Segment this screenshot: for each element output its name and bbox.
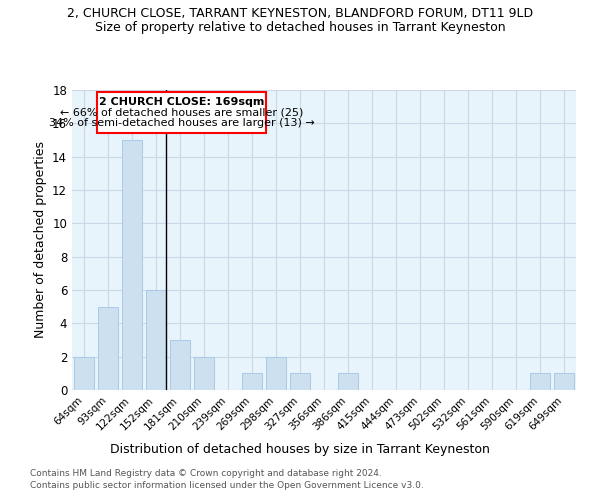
Bar (122, 140, 142, 390)
FancyBboxPatch shape (97, 92, 266, 132)
Bar (266, 356, 286, 390)
Text: Size of property relative to detached houses in Tarrant Keyneston: Size of property relative to detached ho… (95, 21, 505, 34)
Text: Contains public sector information licensed under the Open Government Licence v3: Contains public sector information licen… (30, 481, 424, 490)
Bar (554, 374, 574, 390)
Bar (338, 374, 358, 390)
Text: 2, CHURCH CLOSE, TARRANT KEYNESTON, BLANDFORD FORUM, DT11 9LD: 2, CHURCH CLOSE, TARRANT KEYNESTON, BLAN… (67, 8, 533, 20)
Bar (194, 356, 214, 390)
Text: Distribution of detached houses by size in Tarrant Keyneston: Distribution of detached houses by size … (110, 442, 490, 456)
Text: 34% of semi-detached houses are larger (13) →: 34% of semi-detached houses are larger (… (49, 118, 314, 128)
Bar (146, 290, 166, 390)
Bar (170, 340, 190, 390)
Bar (98, 306, 118, 390)
Bar (242, 374, 262, 390)
Text: ← 66% of detached houses are smaller (25): ← 66% of detached houses are smaller (25… (60, 108, 304, 118)
Bar (530, 374, 550, 390)
Bar (290, 374, 310, 390)
Text: 2 CHURCH CLOSE: 169sqm: 2 CHURCH CLOSE: 169sqm (99, 96, 265, 106)
Text: Contains HM Land Registry data © Crown copyright and database right 2024.: Contains HM Land Registry data © Crown c… (30, 468, 382, 477)
Bar (74, 356, 94, 390)
Y-axis label: Number of detached properties: Number of detached properties (34, 142, 47, 338)
